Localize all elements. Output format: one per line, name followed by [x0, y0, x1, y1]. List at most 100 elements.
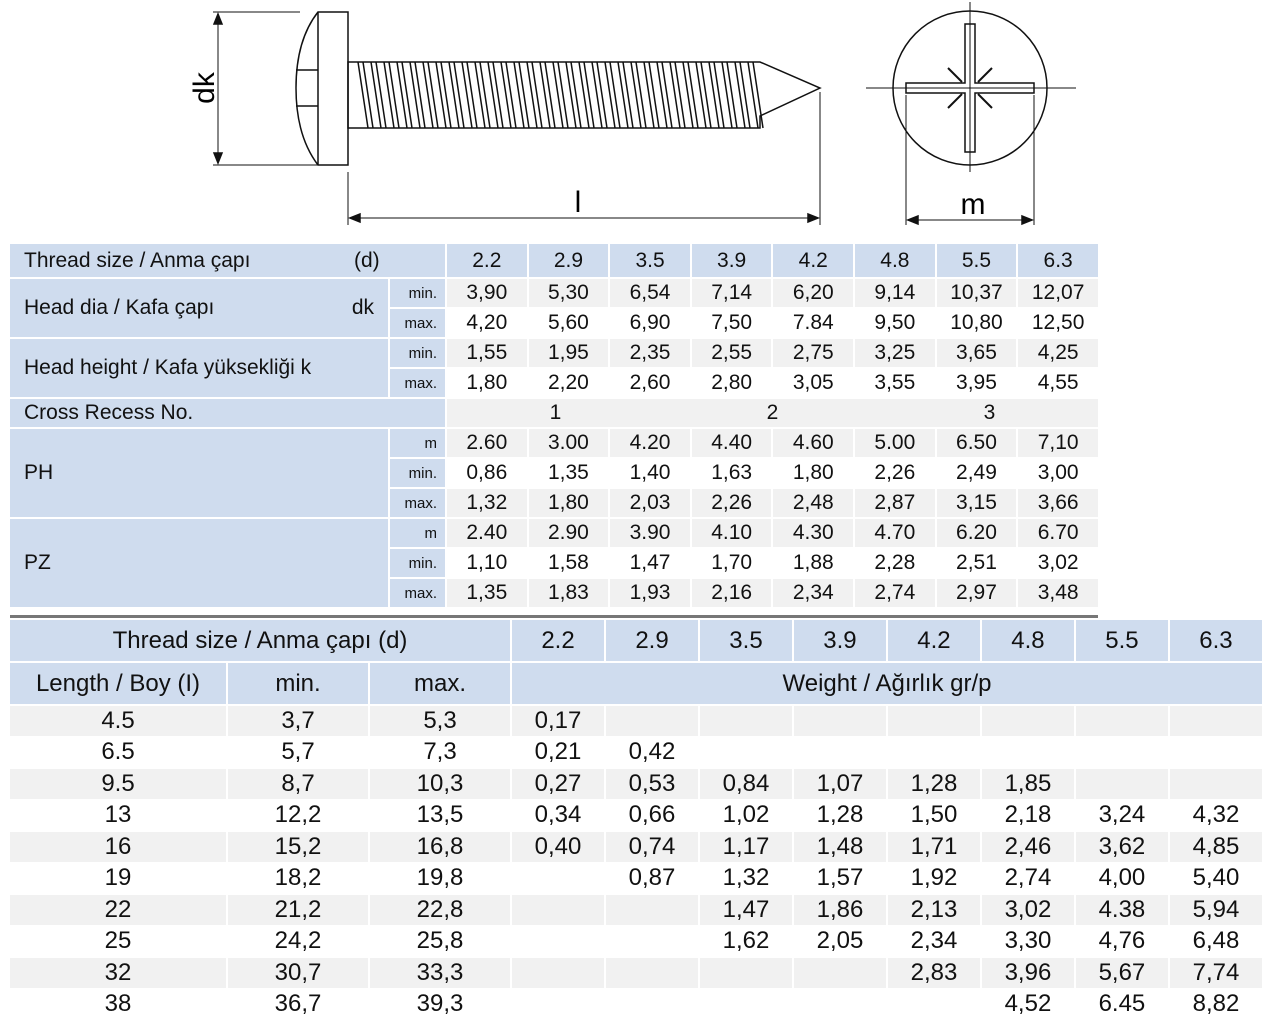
size-header: 5.5	[936, 244, 1017, 277]
sub-label: max.	[390, 369, 446, 397]
value-cell: 1,47	[610, 549, 690, 577]
min-cell: 12,2	[274, 801, 322, 829]
length-cell: 4.5	[10, 706, 226, 736]
group-symbol: dk	[351, 296, 374, 319]
weight-cell: 3,02	[981, 895, 1074, 925]
value-cell: 1,35	[528, 459, 609, 487]
weight-cell	[512, 895, 605, 925]
size-header: 3.5	[610, 244, 690, 277]
weight-cell: 2,18	[1004, 801, 1052, 829]
value-cell: 3.90	[610, 519, 690, 547]
value-cell: 1,70	[691, 549, 772, 577]
size-header: 6.3	[1018, 244, 1098, 277]
table-row: 19 18,2 19,8 0,87 1,32 1,57 1,92 2,74 4,00 5,40	[10, 864, 1262, 894]
value-cell: 1,32	[447, 489, 527, 517]
value-cell: 6.20	[936, 519, 1017, 547]
weight-cell	[793, 958, 886, 988]
cross-recess-value: 3	[983, 401, 996, 424]
screw-drawing: dk l m	[188, 2, 1076, 226]
value-cell: 2,51	[936, 549, 1017, 577]
table-row: 38 36,7 39,3 4,52 6.45 8,82	[10, 990, 1262, 1020]
weight-cell: 1,32	[722, 864, 770, 892]
weight-cell	[1075, 769, 1168, 799]
weight-cell: 2,13	[887, 895, 980, 925]
weight-cell: 6.45	[1098, 990, 1146, 1018]
value-cell: 2,87	[855, 489, 935, 517]
table-row: max. 1,80 2,20 2,60 2,80 3,05 3,55 3,95 4,55	[10, 369, 1098, 397]
table-row: 4.5 3,7 5,3 0,17	[10, 706, 1262, 736]
group-label: PZ	[10, 519, 388, 607]
screw-head	[295, 11, 349, 166]
weight-cell	[1169, 769, 1262, 799]
value-cell: 1,40	[610, 459, 690, 487]
weight-cell: 0,87	[628, 864, 676, 892]
weight-cell: 2,34	[910, 927, 958, 955]
length-label: l	[575, 186, 582, 219]
length-cell: 6.5	[101, 738, 135, 766]
value-cell: 0,86	[447, 459, 527, 487]
table-row: 9.5 8,7 10,3 0,27 0,53 0,84 1,07 1,28 1,85	[10, 769, 1262, 799]
weight-cell: 1,02	[722, 801, 770, 829]
max-cell: 25,8	[416, 927, 464, 955]
value-cell: 1,83	[528, 579, 609, 607]
weight-cell: 0,27	[512, 769, 605, 799]
value-cell: 9,50	[855, 309, 935, 337]
sub-label: m	[390, 519, 446, 547]
length-cell: 32	[10, 958, 226, 988]
weight-cell: 0,53	[606, 769, 698, 799]
min-cell: 8,7	[228, 769, 368, 799]
value-cell: 4.70	[855, 519, 935, 547]
value-cell: 1,80	[773, 459, 854, 487]
weight-cell: 2,46	[981, 832, 1074, 862]
group-label: PH	[10, 429, 388, 517]
weight-subheader-row: Length / Boy (I) min. max. Weight / Ağırlık…	[10, 663, 1262, 704]
value-cell: 1,80	[528, 489, 609, 517]
value-cell: 5.00	[855, 429, 935, 457]
value-cell: 2,48	[773, 489, 854, 517]
weight-cell: 4,00	[1098, 864, 1146, 892]
divider	[10, 615, 1098, 618]
table-row: Head dia / Kafa çapı dk min. 3,90 5,30 6,54 7…	[10, 279, 1098, 337]
min-cell: 24,2	[274, 927, 322, 955]
value-cell: 3,48	[1018, 579, 1098, 607]
min-cell: 18,2	[274, 864, 322, 892]
weight-cell: 1,92	[910, 864, 958, 892]
weight-cell: 5,67	[1075, 958, 1168, 988]
value-cell: 2,49	[936, 459, 1017, 487]
weight-cell: 1,57	[816, 864, 864, 892]
table-row: max. 4,20 5,60 6,90 7,50 7.84 9,50 10,80 12,50	[10, 309, 1098, 337]
weight-cell: 1,50	[910, 801, 958, 829]
weight-cell	[887, 706, 980, 736]
weight-cell: 1,28	[887, 769, 980, 799]
value-cell: 3.00	[528, 429, 609, 457]
value-cell: 1,95	[528, 339, 609, 367]
weight-cell	[512, 864, 604, 894]
weight-cell	[794, 738, 886, 768]
cross-recess-values: 1 2 3	[447, 399, 1098, 427]
weight-cell: 6,48	[1192, 927, 1240, 955]
value-cell: 9,14	[855, 279, 935, 307]
value-cell: 1,63	[691, 459, 772, 487]
header-row: Thread size / Anma çapı (d) 2.2 2.9 3.5 3.9 4.…	[10, 244, 1098, 277]
value-cell: 3,65	[936, 339, 1017, 367]
value-cell: 1,88	[773, 549, 854, 577]
min-cell: 30,7	[228, 958, 368, 988]
min-cell: 3,7	[228, 706, 368, 736]
value-cell: 10,37	[936, 279, 1017, 307]
length-cell: 16	[10, 832, 226, 862]
weight-cell: 1,48	[793, 832, 886, 862]
length-header: Length / Boy (I)	[10, 663, 226, 704]
value-cell: 2,74	[855, 579, 935, 607]
weight-cell: 2,05	[816, 927, 864, 955]
value-cell: 4,20	[447, 309, 527, 337]
value-cell: 10,80	[936, 309, 1017, 337]
value-cell: 2,03	[610, 489, 690, 517]
value-cell: 2,20	[528, 369, 609, 397]
value-cell: 3,90	[447, 279, 527, 307]
weight-cell	[888, 738, 980, 768]
value-cell: 2,80	[691, 369, 772, 397]
value-cell: 4,25	[1018, 339, 1098, 367]
sub-label: max.	[390, 579, 446, 607]
screw-shank	[347, 61, 822, 129]
threads	[357, 61, 764, 129]
